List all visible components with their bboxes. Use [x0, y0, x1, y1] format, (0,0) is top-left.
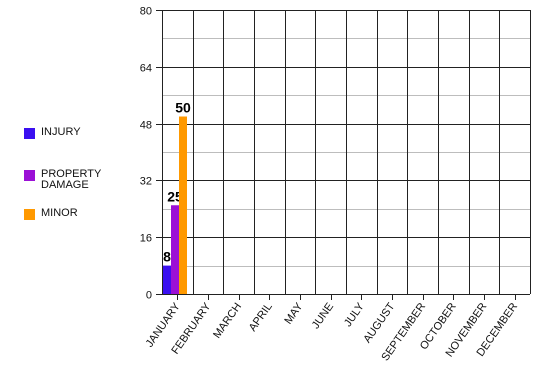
- y-tick-label: 0: [146, 290, 152, 302]
- y-tick-label: 16: [140, 233, 152, 245]
- legend-swatch: [24, 209, 35, 220]
- x-tick-label: JULY: [342, 300, 367, 329]
- bar-injury: [163, 265, 171, 294]
- y-tick-label: 32: [140, 176, 152, 188]
- legend-label: INJURY: [41, 126, 81, 138]
- legend-label: PROPERTY DAMAGE: [41, 168, 102, 191]
- legend-swatch: [24, 170, 35, 181]
- bar-property-damage: [171, 205, 179, 294]
- legend-label: MINOR: [41, 207, 78, 219]
- legend-swatch: [24, 128, 35, 139]
- x-tick-label: MARCH: [211, 301, 244, 341]
- legend-item: PROPERTY DAMAGE: [24, 169, 121, 191]
- bar-minor: [179, 116, 187, 294]
- x-tick-label: MAY: [282, 300, 305, 326]
- x-tick-label: APRIL: [247, 301, 275, 334]
- legend-item: INJURY: [24, 127, 121, 139]
- y-tick-label: 64: [140, 63, 152, 75]
- y-tick-label: 48: [140, 120, 152, 132]
- legend-item: MINOR: [24, 208, 121, 220]
- y-tick-label: 80: [140, 6, 152, 18]
- data-label: 50: [175, 100, 191, 116]
- data-label: 8: [163, 249, 171, 265]
- x-tick-label: JUNE: [310, 301, 336, 331]
